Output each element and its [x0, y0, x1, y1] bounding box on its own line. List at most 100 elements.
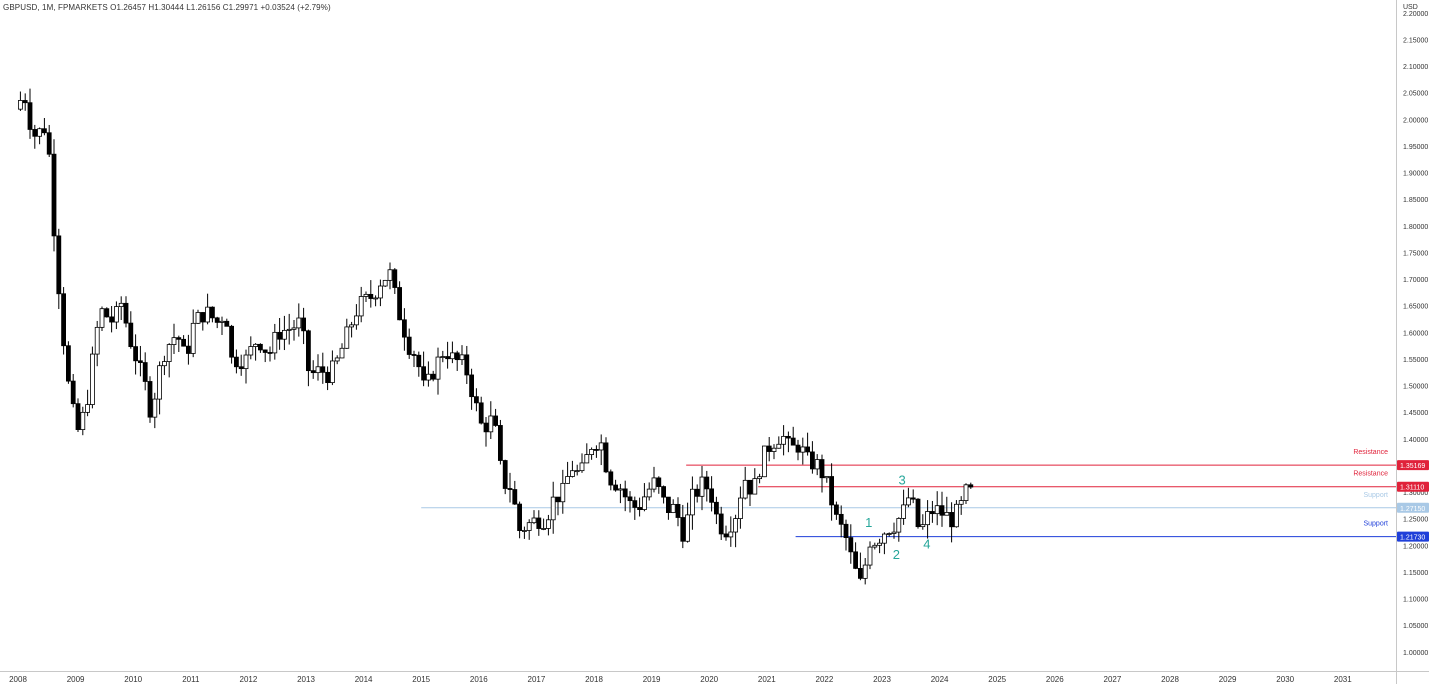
- x-tick-label: 2016: [470, 675, 488, 684]
- candle-bear: [968, 484, 974, 488]
- candle-bear: [915, 498, 921, 528]
- symbol-line: GBPUSD, 1M, FPMARKETS: [3, 3, 108, 12]
- x-tick-label: 2024: [931, 675, 949, 684]
- candle-bull: [373, 297, 379, 300]
- candle-bull: [243, 354, 249, 370]
- candle-bull: [776, 443, 782, 449]
- candle-bear: [790, 437, 796, 446]
- candle-bear: [22, 100, 28, 104]
- candle-bull: [618, 488, 623, 491]
- y-tick-label: 1.20000: [1403, 543, 1428, 550]
- candle-bear: [176, 337, 182, 340]
- candle-bull: [80, 411, 86, 430]
- candle-bear: [502, 460, 508, 489]
- candle-bull: [219, 320, 225, 323]
- candle-bull: [459, 354, 465, 361]
- x-tick-label: 2018: [585, 675, 603, 684]
- candle-bear: [507, 488, 513, 490]
- y-tick-label: 1.90000: [1403, 171, 1428, 178]
- candle-bull: [166, 344, 172, 362]
- candle-bear: [133, 346, 139, 362]
- candle-bear: [512, 489, 518, 505]
- candle-bull: [738, 497, 743, 519]
- candle-bull: [771, 447, 777, 452]
- candle-bear: [603, 442, 609, 473]
- candle-bull: [363, 293, 369, 297]
- candle-bear: [51, 153, 57, 237]
- x-tick-label: 2008: [9, 675, 27, 684]
- candle-bear: [42, 128, 47, 134]
- candle-bear: [661, 486, 666, 498]
- candle-bull: [349, 324, 355, 328]
- candle-bear: [694, 488, 700, 497]
- x-tick-label: 2014: [355, 675, 373, 684]
- y-tick-label: 1.65000: [1403, 304, 1428, 311]
- y-tick-label: 2.00000: [1403, 117, 1428, 124]
- y-tick-label: 1.00000: [1403, 650, 1428, 657]
- candle-bear: [416, 354, 422, 368]
- candle-bear: [200, 312, 206, 323]
- y-tick-label: 1.45000: [1403, 410, 1428, 417]
- candle-bull: [195, 312, 201, 324]
- candle-bull: [90, 353, 95, 405]
- candle-bull: [382, 279, 388, 287]
- candle-bull: [598, 442, 604, 451]
- candle-bull: [377, 285, 383, 299]
- x-tick-label: 2026: [1046, 675, 1064, 684]
- candle-bull: [944, 512, 950, 516]
- candle-bull: [651, 477, 657, 490]
- candle-bull: [291, 327, 297, 330]
- x-tick-label: 2019: [643, 675, 661, 684]
- candle-bull: [733, 518, 738, 533]
- candle-bear: [930, 511, 935, 515]
- candle-bear: [627, 496, 633, 502]
- x-tick-label: 2020: [700, 675, 718, 684]
- candle-bear: [838, 513, 844, 525]
- candle-bull: [589, 449, 594, 455]
- candle-bear: [848, 537, 854, 553]
- candle-bull: [387, 269, 393, 281]
- candle-bull: [757, 476, 762, 480]
- candle-bull: [85, 404, 90, 413]
- candle-bull: [934, 505, 940, 515]
- ohlc-readout: O1.26457 H1.30444 L1.26156 C1.29971 +0.0…: [110, 3, 331, 12]
- candle-bear: [473, 396, 479, 404]
- x-tick-label: 2031: [1334, 675, 1352, 684]
- candle-bull: [526, 522, 532, 531]
- candle-bull: [646, 488, 652, 498]
- candle-bear: [397, 287, 403, 321]
- candle-bull: [329, 360, 335, 384]
- y-tick-label: 1.05000: [1403, 623, 1428, 630]
- wave-label: 3: [899, 473, 906, 488]
- candle-bear: [392, 269, 398, 288]
- candle-bear: [123, 302, 129, 324]
- y-tick-label: 1.85000: [1403, 197, 1428, 204]
- y-tick-label: 1.30000: [1403, 490, 1428, 497]
- candle-bull: [488, 415, 494, 433]
- price-tag: [1397, 531, 1429, 542]
- candles: [17, 88, 974, 585]
- level-lines: Resistance Resistance Support Support: [421, 449, 1396, 538]
- x-tick-label: 2023: [873, 675, 891, 684]
- candle-bull: [742, 479, 748, 499]
- candle-bear: [680, 517, 686, 542]
- y-tick-label: 1.60000: [1403, 330, 1428, 337]
- candle-bull: [579, 462, 585, 472]
- candle-bull: [877, 542, 882, 546]
- candle-bull: [690, 488, 695, 516]
- candle-bear: [949, 512, 954, 528]
- candle-bear: [209, 306, 215, 319]
- candle-bear: [128, 322, 134, 348]
- candle-bear: [819, 459, 825, 479]
- candle-bull: [685, 514, 690, 542]
- candle-bull: [920, 524, 926, 528]
- candle-bear: [320, 366, 326, 373]
- candle-bear: [910, 497, 916, 500]
- x-tick-label: 2022: [816, 675, 834, 684]
- candle-bear: [445, 356, 451, 360]
- candle-bear: [56, 235, 62, 295]
- candle-bull: [94, 326, 100, 355]
- candle-bear: [622, 488, 628, 498]
- candle-bear: [325, 371, 331, 384]
